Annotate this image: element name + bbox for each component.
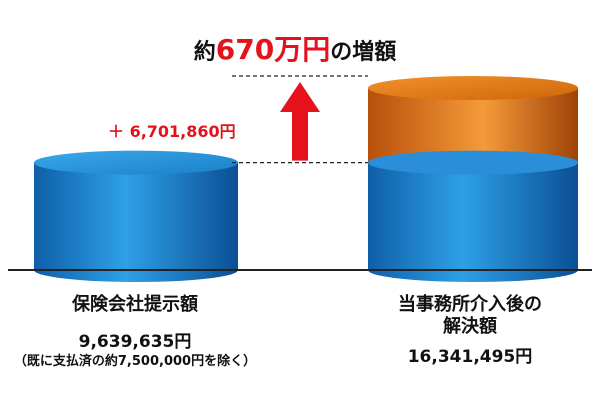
bar-insurer-offer-top (34, 150, 238, 175)
bar-settlement-increase-top (368, 76, 578, 100)
category-name-line-1: 当事務所介入後の (398, 294, 542, 315)
headline: 約670万円の増額 (150, 28, 440, 68)
category-value: 9,639,635円 (78, 331, 192, 352)
category-label-settlement: 当事務所介入後の 解決額 16,341,495円 (340, 294, 600, 368)
increase-label: ＋ 6,701,860円 (108, 122, 236, 141)
headline-prefix: 約 (193, 40, 216, 65)
bar-settlement-increase-divider (368, 150, 578, 175)
category-note: （既に支払済の約7,500,000円を除く） (13, 353, 257, 369)
headline-amount: 670万円 (215, 33, 331, 66)
bar-settlement-base-side (368, 162, 578, 270)
increase-arrow-icon (280, 82, 320, 161)
headline-suffix: の増額 (330, 40, 397, 65)
category-label-insurer-offer: 保険会社提示額 9,639,635円 （既に支払済の約7,500,000円を除く… (0, 294, 270, 370)
bar-settlement-increase-side (368, 88, 578, 163)
category-value: 16,341,495円 (407, 347, 533, 368)
category-name: 保険会社提示額 (72, 294, 198, 315)
bar-insurer-offer-side (34, 162, 238, 270)
category-name-line-2: 解決額 (443, 315, 497, 337)
bar-insurer-offer (34, 150, 238, 282)
bar-settlement (368, 76, 578, 282)
